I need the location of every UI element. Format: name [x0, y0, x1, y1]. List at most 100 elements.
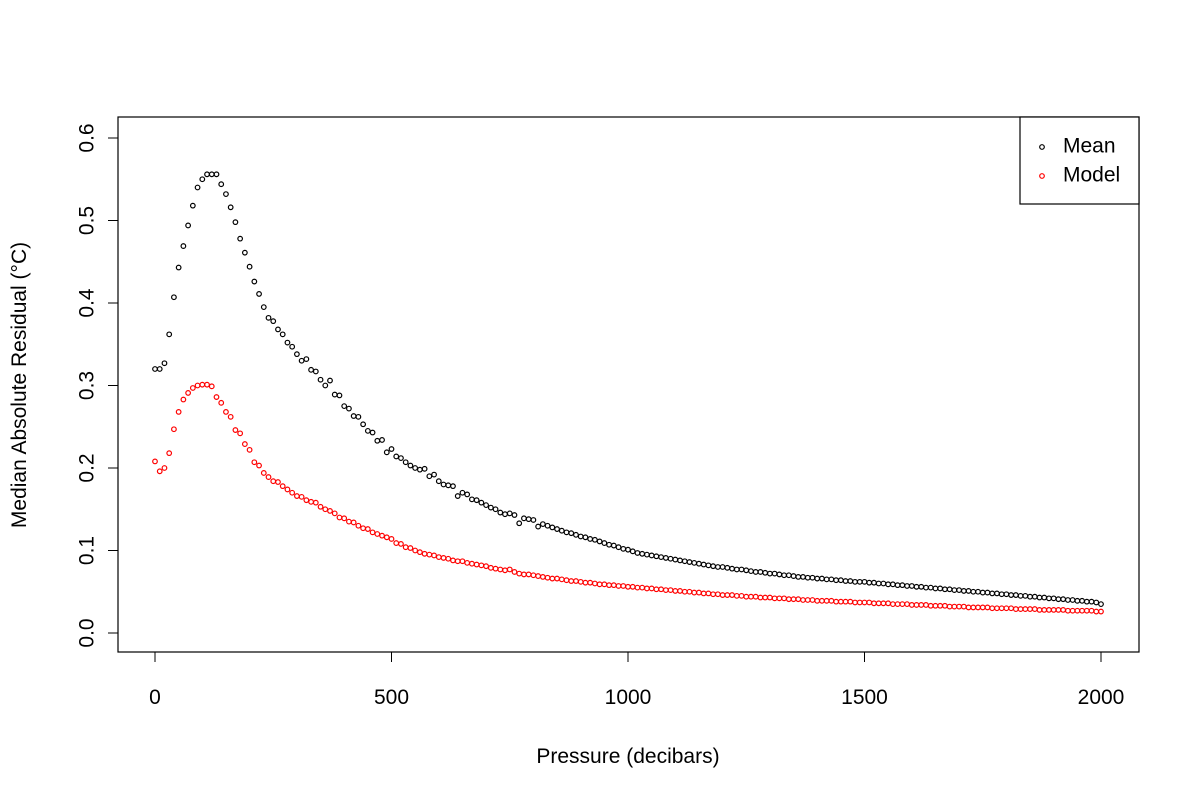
point	[814, 575, 821, 582]
point	[984, 604, 991, 611]
point	[998, 605, 1005, 612]
point	[289, 343, 296, 350]
point	[894, 582, 901, 589]
point	[525, 571, 532, 578]
point	[1074, 607, 1081, 614]
point	[327, 377, 333, 384]
point	[454, 558, 461, 565]
point	[407, 462, 414, 469]
point	[951, 587, 958, 593]
point	[625, 583, 631, 590]
point	[667, 587, 674, 593]
legend-label: Model	[1063, 164, 1120, 187]
point	[497, 509, 504, 516]
point	[478, 562, 485, 569]
point	[889, 601, 896, 608]
point	[563, 529, 570, 536]
point	[355, 522, 362, 529]
point	[847, 598, 854, 605]
point	[994, 605, 1000, 612]
point	[960, 603, 967, 610]
point	[530, 572, 537, 579]
point	[875, 600, 882, 607]
point	[644, 585, 650, 592]
point	[256, 291, 262, 297]
point	[733, 566, 740, 573]
legend-marker	[1039, 173, 1045, 179]
point	[752, 569, 759, 575]
point	[714, 564, 721, 570]
point	[587, 536, 594, 542]
point	[582, 579, 589, 586]
point	[360, 525, 367, 532]
point	[487, 504, 494, 511]
point	[331, 510, 338, 517]
point	[1079, 597, 1085, 604]
point	[970, 604, 977, 611]
point	[303, 356, 310, 363]
point	[445, 482, 452, 489]
point	[1098, 608, 1104, 615]
point	[591, 580, 598, 587]
point	[677, 557, 683, 564]
point	[729, 565, 735, 572]
point	[379, 437, 385, 443]
point	[294, 351, 300, 358]
point	[899, 601, 906, 608]
point	[350, 519, 357, 526]
point	[804, 574, 811, 581]
point	[450, 557, 456, 564]
point	[748, 593, 754, 600]
point	[412, 547, 419, 554]
point	[672, 588, 679, 594]
point	[814, 597, 821, 604]
point	[842, 598, 849, 605]
point	[194, 382, 201, 389]
point	[648, 552, 655, 559]
point	[260, 304, 267, 311]
point	[889, 581, 896, 588]
point	[506, 566, 513, 573]
point	[748, 568, 754, 575]
point	[241, 441, 248, 447]
point	[270, 318, 277, 325]
point	[620, 583, 627, 589]
point	[459, 489, 466, 496]
point	[450, 483, 456, 490]
point	[1060, 607, 1067, 613]
point	[1083, 607, 1090, 614]
point	[691, 589, 698, 596]
point	[284, 486, 291, 493]
point	[823, 597, 830, 604]
point	[837, 577, 844, 584]
point	[440, 555, 447, 561]
point	[767, 570, 773, 577]
point	[837, 598, 844, 605]
point	[175, 409, 182, 415]
x-tick-label: 0	[149, 686, 161, 709]
x-tick-label: 500	[374, 686, 409, 709]
y-tick-label: 0.1	[76, 536, 99, 565]
point	[573, 531, 579, 538]
point	[303, 497, 310, 504]
point	[662, 555, 669, 561]
point	[246, 446, 253, 453]
point	[260, 470, 267, 476]
point	[535, 573, 542, 579]
x-tick-label: 1500	[841, 686, 888, 709]
point	[346, 405, 352, 412]
point	[431, 471, 437, 478]
point	[956, 603, 962, 610]
y-tick-label: 0.3	[76, 371, 99, 400]
point	[497, 566, 504, 573]
point	[691, 559, 698, 566]
point	[506, 510, 513, 517]
point	[606, 582, 612, 589]
point	[265, 314, 272, 321]
point	[582, 534, 589, 541]
point	[152, 366, 158, 372]
point	[416, 466, 423, 473]
point	[913, 583, 920, 590]
point	[364, 526, 371, 532]
point	[213, 394, 220, 400]
